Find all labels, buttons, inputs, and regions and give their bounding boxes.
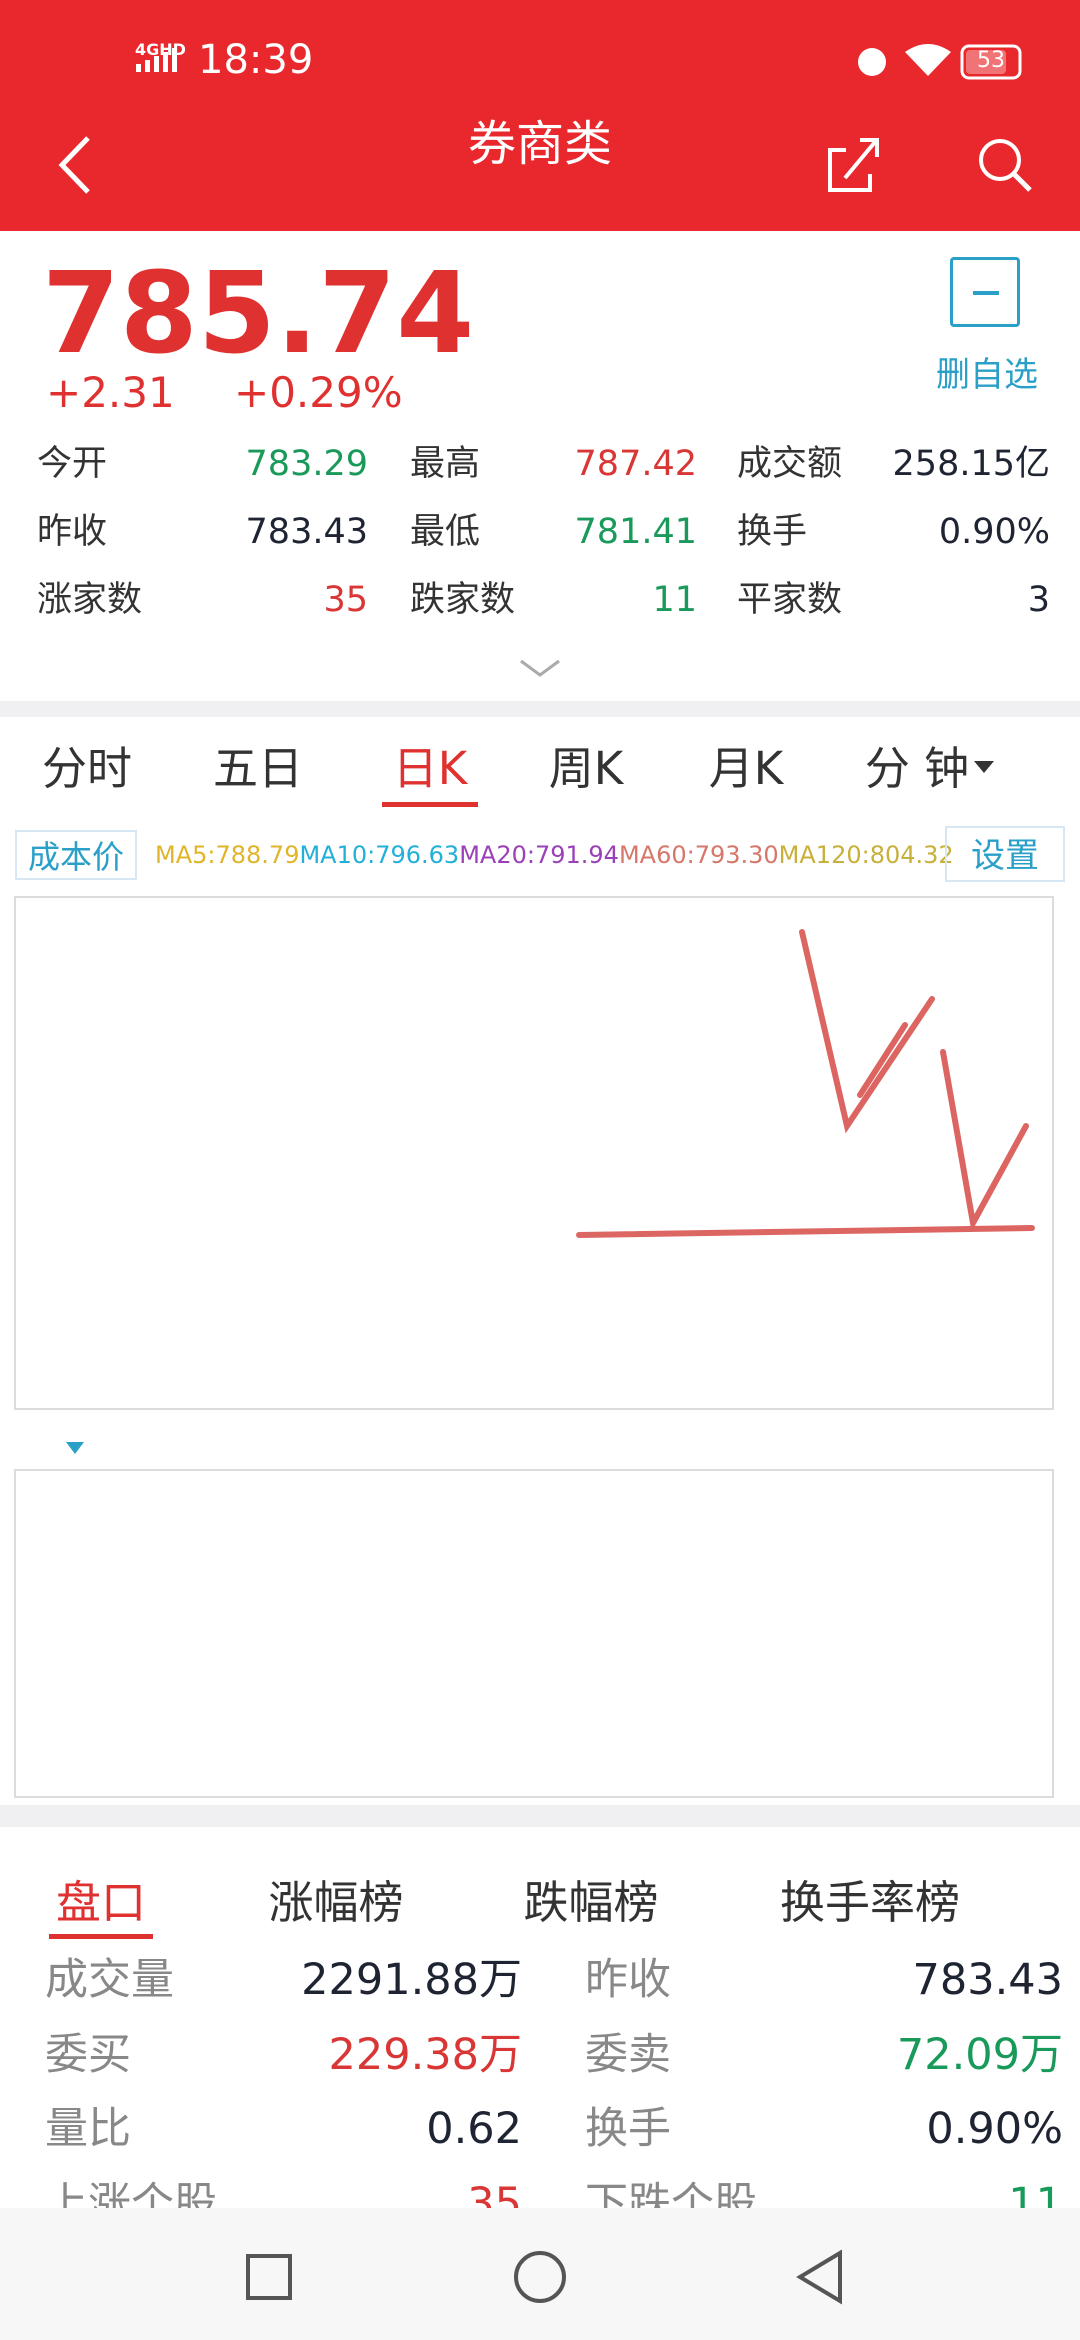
stat-label: 涨家数	[37, 580, 143, 620]
recents-button[interactable]	[246, 2254, 292, 2300]
ma-label: MA10:796.63	[299, 841, 460, 869]
nav-bar	[0, 2208, 1080, 2340]
signal	[136, 48, 177, 72]
dropdown-arrow	[974, 761, 994, 773]
panel-label: 委卖	[585, 2030, 671, 2080]
panel-tab[interactable]: 涨幅榜	[268, 1876, 404, 1929]
panel-tab[interactable]: 跌幅榜	[523, 1876, 659, 1929]
rsi-dropdown	[66, 1442, 84, 1454]
top-icons	[58, 44, 1032, 194]
stat-label: 平家数	[737, 580, 843, 620]
stat-value: 783.29	[245, 444, 368, 484]
stat-value: 783.43	[245, 512, 368, 552]
ma-label: MA5:788.79	[155, 841, 300, 869]
panel-label: 昨收	[585, 1955, 671, 2005]
back-nav-button[interactable]	[796, 2249, 842, 2305]
tab-underline	[49, 1934, 153, 1939]
ma-label: MA60:793.30	[618, 841, 779, 869]
panel-value: 0.62	[426, 2104, 522, 2154]
panel-tab[interactable]: 盘口	[55, 1876, 146, 1929]
watch-label[interactable]: 删自选	[936, 355, 1038, 395]
chart-frame	[14, 896, 1054, 1410]
stat-value: 0.90%	[938, 512, 1050, 552]
stat-label: 最低	[410, 512, 481, 552]
period-tab[interactable]: 分 钟	[864, 742, 970, 795]
nav-icons	[246, 2249, 842, 2305]
ma-label: MA20:791.94	[459, 841, 619, 869]
panel-label: 量比	[45, 2104, 131, 2154]
top-bar	[0, 0, 1080, 231]
panel-value: 72.09万	[896, 2030, 1063, 2080]
period-tab[interactable]: 周K	[548, 742, 624, 795]
stat-label: 跌家数	[410, 580, 516, 620]
panel-label: 委买	[45, 2030, 131, 2080]
ma-legend: MA5:788.79 MA10:796.63 MA20:791.94 MA60:793…	[155, 843, 954, 867]
alarm-icon	[858, 48, 886, 76]
expand-chevron[interactable]	[515, 655, 565, 681]
status-time: 18:39	[198, 37, 314, 83]
rsi-chart	[14, 1442, 1054, 1798]
battery-level: 53	[977, 48, 1005, 73]
separator	[0, 701, 1080, 717]
share-button[interactable]	[828, 138, 879, 192]
price: 785.74	[42, 249, 475, 379]
remove-watch-button[interactable]	[950, 257, 1020, 327]
period-tab[interactable]: 日K	[392, 742, 468, 795]
annotation	[576, 929, 1035, 1238]
cost-button[interactable]: 成本价	[15, 830, 137, 880]
panel-value: 0.90%	[926, 2104, 1063, 2154]
panel-label: 成交量	[45, 1955, 174, 2005]
panel-value: 783.43	[912, 1955, 1063, 2005]
kline-chart	[14, 896, 1054, 1410]
stat-value: 3	[1027, 580, 1050, 620]
search-button[interactable]	[979, 139, 1032, 192]
stat-label: 今开	[37, 444, 108, 484]
chart-frame	[14, 1469, 1054, 1798]
stat-value: 781.41	[574, 512, 697, 552]
battery	[960, 44, 1022, 80]
panel-value: 229.38万	[328, 2030, 522, 2080]
back-button[interactable]	[58, 136, 90, 194]
settings-button[interactable]: 设置	[945, 826, 1065, 882]
stat-value: 11	[652, 580, 697, 620]
home-button[interactable]	[514, 2251, 566, 2303]
stat-value: 35	[323, 580, 368, 620]
stat-label: 成交额	[737, 444, 843, 484]
period-tab[interactable]: 分时	[41, 742, 132, 795]
tab-underline	[382, 802, 478, 807]
separator	[0, 1805, 1080, 1827]
stat-label: 昨收	[37, 512, 108, 552]
ma-label: MA120:804.32	[778, 841, 954, 869]
stat-label: 换手	[737, 512, 808, 552]
change: +2.31	[46, 368, 175, 417]
page-title: 券商类	[467, 116, 612, 172]
stat-value: 258.15亿	[892, 444, 1050, 484]
stat-label: 最高	[410, 444, 481, 484]
wifi-icon	[905, 44, 951, 76]
stat-value: 787.42	[574, 444, 697, 484]
period-tab[interactable]: 月K	[708, 742, 784, 795]
panel-label: 换手	[585, 2104, 671, 2154]
period-tab[interactable]: 五日	[212, 742, 303, 795]
panel-tab[interactable]: 换手率榜	[779, 1876, 960, 1929]
change-pct: +0.29%	[234, 368, 403, 417]
panel-value: 2291.88万	[301, 1955, 522, 2005]
